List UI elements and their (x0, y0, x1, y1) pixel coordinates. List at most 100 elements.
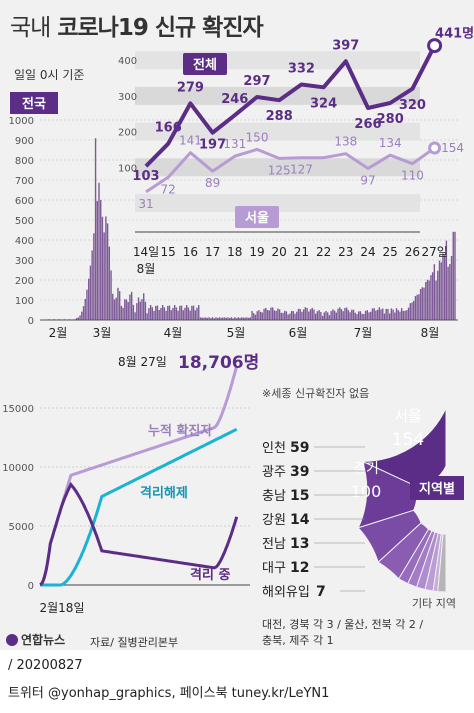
total-value-label: 246 (221, 92, 248, 107)
cum-y-tick: 15000 (2, 404, 34, 415)
slice-name-seoul: 서울 (394, 407, 422, 425)
cum-y-tick: 5000 (9, 522, 34, 533)
seoul-value-label: 138 (334, 135, 357, 149)
cum-isolating-line (39, 481, 239, 586)
daily-bar (352, 309, 355, 320)
daily-bar (191, 305, 193, 320)
daily-bar (359, 311, 362, 320)
region-value: 12 (290, 560, 309, 576)
daily-bar (148, 308, 150, 320)
daily-bar (449, 264, 451, 320)
daily-bar (268, 310, 270, 320)
daily-bar (447, 266, 449, 320)
daily-bar (313, 309, 315, 320)
daily-bar (287, 314, 289, 320)
footer-social: 트위터 @yonhap_graphics, 페이스북 tuney.kr/LeYN… (8, 686, 330, 701)
daily-bar (337, 308, 339, 320)
daily-bar (160, 307, 162, 320)
seoul-value-label: 154 (441, 141, 464, 155)
daily-bar (261, 312, 264, 320)
daily-bar (333, 310, 336, 320)
daily-bar (208, 317, 210, 320)
daily-bar (342, 311, 344, 320)
seoul-end-marker (428, 141, 442, 155)
line-x-tick: 18 (227, 245, 242, 259)
daily-bar (339, 307, 341, 320)
total-value-label: 288 (266, 109, 293, 124)
daily-bar (143, 293, 145, 320)
daily-bar (306, 308, 308, 320)
daily-bar (411, 302, 413, 320)
daily-bar (87, 278, 90, 320)
daily-bar (421, 287, 424, 320)
daily-bar (173, 305, 176, 320)
region-label: 전국 (22, 96, 46, 112)
total-value-label: 266 (354, 117, 381, 132)
daily-bar (220, 317, 222, 320)
daily-bar (211, 317, 214, 320)
cum-header-date: 8월 27일 (118, 355, 167, 369)
daily-bar (103, 232, 105, 320)
total-value-label: 103 (132, 169, 159, 184)
line-x-month: 8월 (137, 262, 156, 276)
seoul-value-label: 134 (379, 136, 402, 150)
daily-bar (404, 310, 406, 320)
daily-bar (327, 312, 329, 320)
donut-slice (357, 509, 422, 564)
daily-bar (385, 308, 387, 320)
total-value-label: 397 (332, 38, 359, 53)
daily-bar (323, 312, 325, 320)
daily-bar (296, 311, 298, 320)
donut-center-label: 지역별 (419, 481, 455, 497)
daily-bar (442, 253, 444, 320)
daily-bar (93, 233, 95, 320)
daily-bar (397, 310, 399, 320)
seoul-legend-label: 서울 (245, 210, 269, 226)
daily-bar (388, 313, 391, 320)
seoul-value-label: 127 (290, 163, 313, 177)
daily-bar (433, 264, 436, 320)
daily-bar (435, 280, 437, 320)
bar-x-tick: 3월 (93, 326, 112, 340)
daily-bar (330, 311, 332, 320)
daily-bar (239, 317, 241, 320)
seoul-value-label: 125 (268, 163, 291, 177)
daily-bar (278, 309, 281, 320)
daily-bar (277, 308, 279, 320)
daily-bar (222, 317, 224, 320)
daily-bar (361, 313, 363, 320)
daily-bar (428, 280, 430, 320)
daily-bar (273, 310, 276, 320)
daily-bar (314, 313, 317, 320)
daily-bar (380, 309, 382, 320)
daily-bar (383, 313, 386, 320)
daily-bar (395, 308, 398, 320)
daily-bar (127, 302, 129, 320)
daily-bar (125, 299, 128, 320)
region-name: 인천 (262, 441, 286, 456)
cum-y-tick: 0 (28, 581, 34, 592)
bar-y-tick: 900 (15, 136, 34, 147)
daily-bar (120, 305, 123, 320)
daily-bar (375, 310, 377, 320)
region-name: 충남 (262, 489, 286, 504)
daily-bar (335, 312, 338, 320)
cum-header-value: 18,706명 (178, 353, 259, 373)
daily-bar (266, 310, 269, 320)
total-value-label: 197 (199, 138, 226, 153)
daily-bar (292, 311, 295, 320)
daily-bar (115, 297, 117, 320)
daily-bar (177, 310, 179, 320)
daily-bar (163, 307, 166, 320)
daily-bar (332, 309, 334, 320)
daily-bar (98, 182, 100, 320)
daily-bar (438, 260, 441, 320)
agency-logo: 연합뉴스 (6, 631, 65, 648)
seoul-value-label: 131 (223, 137, 246, 151)
bar-y-tick: 400 (15, 236, 34, 247)
daily-bar (112, 293, 114, 320)
daily-bar (184, 307, 186, 320)
donut-slice (437, 533, 447, 593)
daily-bar (137, 297, 140, 320)
daily-bar (81, 311, 83, 320)
